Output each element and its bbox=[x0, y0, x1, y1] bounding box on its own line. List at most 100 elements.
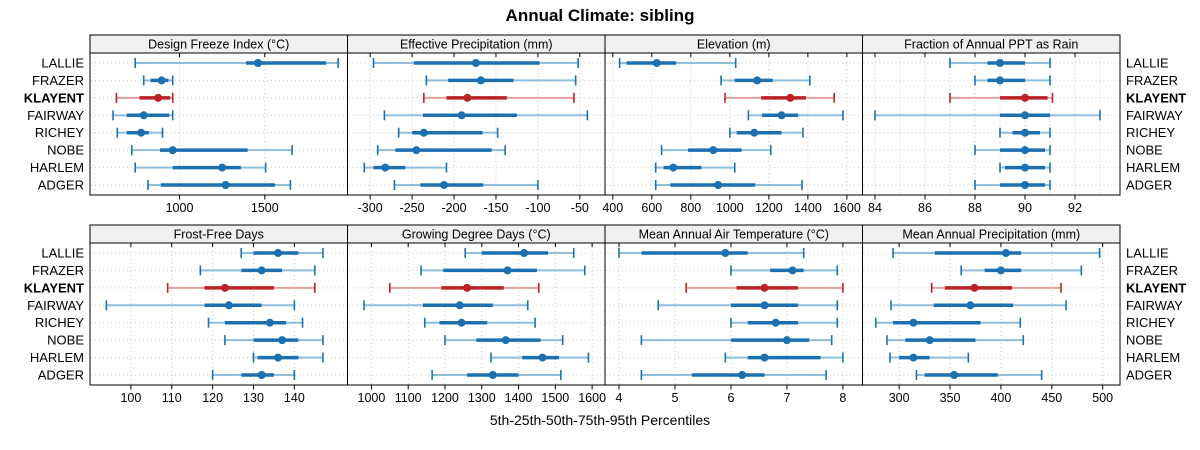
percentile-row-fairway bbox=[112, 110, 174, 121]
median-dot bbox=[471, 59, 480, 67]
percentile-row-frazer bbox=[420, 265, 586, 276]
panel-background bbox=[605, 53, 863, 195]
panel-background bbox=[862, 243, 1120, 385]
station-label-left-nobe: NOBE bbox=[47, 333, 84, 348]
station-label-right-frazer: FRAZER bbox=[1126, 73, 1178, 88]
percentile-row-lallie bbox=[464, 248, 575, 258]
station-label-right-richey: RICHEY bbox=[1126, 125, 1175, 140]
median-dot bbox=[439, 181, 448, 189]
percentile-row-richey bbox=[729, 127, 804, 138]
panel-background bbox=[605, 243, 863, 385]
median-dot bbox=[253, 59, 262, 67]
median-dot bbox=[520, 249, 529, 257]
percentile-row-harlem bbox=[724, 352, 844, 363]
panel-background bbox=[90, 53, 348, 195]
station-label-left-harlem: HARLEM bbox=[30, 160, 84, 175]
panel-background bbox=[862, 53, 1120, 195]
axis-tick-label: 400 bbox=[602, 201, 623, 215]
station-label-left-klayent: KLAYENT bbox=[24, 280, 84, 295]
median-dot bbox=[1021, 93, 1029, 102]
panel-header-title: Growing Degree Days (°C) bbox=[402, 228, 551, 242]
percentile-row-harlem bbox=[999, 162, 1051, 173]
median-dot bbox=[996, 266, 1005, 275]
percentile-row-fairway bbox=[363, 300, 529, 311]
percentile-row-harlem bbox=[363, 162, 448, 173]
percentile-row-klayent bbox=[685, 282, 844, 293]
median-dot bbox=[709, 146, 718, 155]
axis-tick-label: 600 bbox=[641, 201, 662, 215]
median-dot bbox=[1021, 181, 1029, 189]
axis-tick-label: 400 bbox=[990, 391, 1011, 405]
axis-tick-label: 1000 bbox=[716, 201, 744, 215]
median-dot bbox=[760, 301, 769, 310]
percentile-row-nobe bbox=[886, 335, 1025, 346]
station-label-left-adger: ADGER bbox=[38, 178, 84, 193]
station-label-right-fairway: FAIRWAY bbox=[1126, 298, 1183, 313]
median-dot bbox=[714, 181, 723, 189]
median-dot bbox=[1002, 249, 1011, 257]
station-label-right-nobe: NOBE bbox=[1126, 333, 1163, 348]
axis-tick-label: 140 bbox=[284, 391, 305, 405]
percentile-row-richey bbox=[874, 317, 1022, 328]
axis-tick-label: 1500 bbox=[541, 391, 569, 405]
median-dot bbox=[457, 111, 466, 120]
panel-header-title: Mean Annual Air Temperature (°C) bbox=[639, 228, 829, 242]
axis-tick-label: 86 bbox=[918, 201, 932, 215]
axis-tick-label: 1200 bbox=[755, 201, 783, 215]
station-label-right-fairway: FAIRWAY bbox=[1126, 108, 1183, 123]
station-label-right-frazer: FRAZER bbox=[1126, 263, 1178, 278]
percentile-row-adger bbox=[431, 370, 562, 380]
panel-frost-free-days: Frost-Free Days 100 110 120 130 140 bbox=[89, 224, 348, 405]
percentile-row-lallie bbox=[134, 58, 339, 68]
percentile-row-lallie bbox=[240, 248, 324, 258]
median-dot bbox=[257, 371, 266, 379]
panel-header-title: Mean Annual Precipitation (mm) bbox=[902, 228, 1080, 242]
percentile-row-klayent bbox=[724, 92, 836, 103]
median-dot bbox=[463, 283, 472, 292]
percentile-row-nobe bbox=[640, 335, 833, 346]
median-dot bbox=[139, 111, 148, 120]
median-dot bbox=[652, 59, 661, 67]
axis-tick-label: -50 bbox=[571, 201, 589, 215]
panel-header-title: Fraction of Annual PPT as Rain bbox=[904, 38, 1078, 52]
axis-tick-label: 120 bbox=[202, 391, 223, 405]
median-dot bbox=[996, 59, 1004, 67]
percentile-row-adger bbox=[915, 370, 1043, 380]
median-dot bbox=[760, 283, 769, 292]
station-label-left-nobe: NOBE bbox=[47, 143, 84, 158]
median-dot bbox=[950, 371, 959, 379]
axis-tick-label: 7 bbox=[783, 391, 790, 405]
panel-header-title: Frost-Free Days bbox=[174, 228, 264, 242]
percentile-row-harlem bbox=[134, 162, 267, 173]
percentile-row-fairway bbox=[890, 300, 1067, 311]
axis-tick-label: 350 bbox=[940, 391, 961, 405]
median-dot bbox=[760, 353, 769, 362]
percentile-row-frazer bbox=[425, 75, 577, 86]
percentile-row-lallie bbox=[618, 248, 805, 258]
station-label-left-fairway: FAIRWAY bbox=[27, 298, 84, 313]
station-label-right-adger: ADGER bbox=[1126, 178, 1172, 193]
median-dot bbox=[501, 336, 510, 345]
axis-tick-label: 500 bbox=[1092, 391, 1113, 405]
panel-growing-degree-days-c: Growing Degree Days (°C) 1000 1100 1200 1300… bbox=[347, 224, 606, 405]
station-label-left-harlem: HARLEM bbox=[30, 350, 84, 365]
axis-tick-label: 88 bbox=[968, 201, 982, 215]
median-dot bbox=[966, 301, 975, 310]
percentile-row-frazer bbox=[142, 75, 174, 86]
station-label-right-harlem: HARLEM bbox=[1126, 160, 1180, 175]
axis-tick-label: 8 bbox=[839, 391, 846, 405]
median-dot bbox=[218, 163, 227, 172]
percentile-row-adger bbox=[211, 370, 296, 380]
axis-tick-label: 1000 bbox=[166, 201, 194, 215]
percentile-row-frazer bbox=[199, 265, 316, 276]
median-dot bbox=[750, 128, 759, 137]
median-dot bbox=[274, 249, 283, 257]
station-label-right-nobe: NOBE bbox=[1126, 143, 1163, 158]
panel-background bbox=[347, 243, 605, 385]
percentile-row-lallie bbox=[372, 58, 579, 68]
percentile-row-richey bbox=[207, 317, 304, 328]
percentile-row-nobe bbox=[376, 145, 506, 156]
median-dot bbox=[274, 353, 283, 362]
percentile-row-richey bbox=[730, 317, 839, 328]
